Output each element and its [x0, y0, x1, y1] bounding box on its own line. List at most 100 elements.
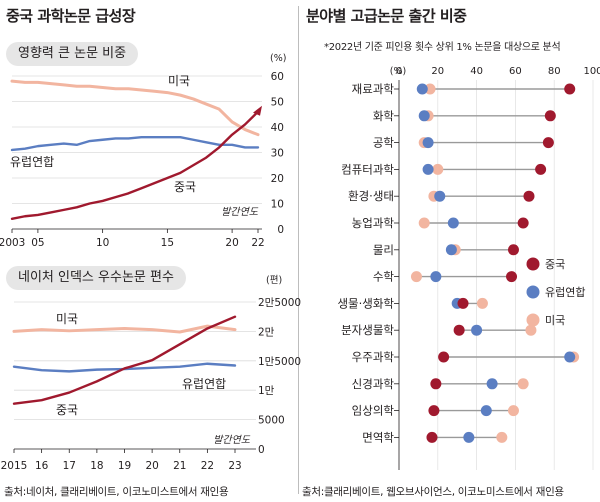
chart2-x-tick-label: 18	[90, 460, 103, 472]
chart3-x-tick-label: 0	[396, 66, 402, 77]
chart1-unit-label: (%)	[270, 53, 286, 64]
chart3-x-tick-label: 20	[431, 66, 444, 77]
chart3-category-label: 신경과학	[352, 377, 395, 391]
chart3-category-label: 공학	[373, 136, 395, 150]
chart2-y-tick-label: 2만	[258, 326, 275, 338]
chart3-legend-label: 미국	[545, 314, 565, 327]
chart3-dot-유럽연합	[480, 405, 492, 417]
chart3-dot-유럽연합	[430, 271, 442, 283]
chart2-series-label-china: 중국	[56, 403, 78, 417]
chart3-dot-유럽연합	[471, 324, 483, 336]
chart1-x-tick-label: 10	[96, 237, 109, 249]
chart2-y-tick-label: 1만	[258, 385, 275, 397]
right-source: 출처:클래리베이트, 웹오브사이언스, 이코노미스트에서 재인용	[302, 486, 564, 498]
chart2-y-tick-label: 5000	[258, 415, 285, 427]
chart2-x-tick-label: 22	[201, 460, 214, 472]
chart3-dot-미국	[418, 217, 430, 229]
chart1-y-tick-label: 0	[277, 224, 284, 236]
chart3-dot-중국	[523, 190, 535, 202]
chart3-category-label: 컴퓨터과학	[341, 162, 394, 176]
left-source: 출처:네이처, 클래리베이트, 이코노미스트에서 재인용	[4, 486, 229, 498]
chart2-series-label-eu: 유럽연합	[182, 377, 226, 391]
chart3-legend-label: 중국	[545, 258, 565, 271]
chart2-series-line-미국	[12, 324, 237, 334]
chart3-dot-미국	[476, 297, 488, 309]
chart3-category-label: 수학	[373, 270, 395, 284]
chart3-dot-중국	[542, 137, 554, 149]
chart3-dot-유럽연합	[463, 431, 475, 443]
chart2-x-tick-label: 20	[145, 460, 158, 472]
chart3-legend-marker	[526, 257, 540, 271]
chart1-series-label-china: 중국	[174, 180, 196, 194]
chart3-category-label: 농업과학	[352, 216, 395, 230]
chart3-dot-유럽연합	[422, 163, 434, 175]
chart3-dot-유럽연합	[416, 83, 428, 95]
chart3-dot-유럽연합	[486, 378, 498, 390]
chart1-y-tick-label: 30	[271, 148, 284, 160]
chart3-dot-중국	[564, 83, 576, 95]
right-note: *2022년 기준 피인용 횟수 상위 1% 논문을 대상으로 분석	[324, 42, 561, 53]
chart2-y-tick-label: 2만5000	[258, 297, 301, 309]
chart3-dot-중국	[507, 244, 519, 256]
chart1-series-line-중국	[10, 110, 260, 221]
chart3-category-label: 면역학	[362, 430, 394, 444]
chart3-dot-미국	[410, 271, 422, 283]
chart3-category-label: 화학	[373, 109, 395, 123]
chart3-x-tick-label: 80	[548, 66, 561, 77]
chart1-x-tick-label: 2003	[0, 237, 25, 249]
chart2-x-tick-label: 2015	[1, 460, 28, 472]
chart2-nature-index-line-chart: 0 5000 1만 1만5000 2만 2만5000 (편) 2015 16 17 18 19 20 21…	[1, 274, 301, 472]
chart1-x-tick-label: 15	[161, 237, 174, 249]
chart1-x-tick-label: 05	[31, 237, 44, 249]
chart3-x-tick-label: 100	[583, 66, 600, 77]
chart2-series-line-중국	[12, 315, 237, 405]
chart3-dot-중국	[544, 110, 556, 122]
chart3-dot-미국	[507, 405, 519, 417]
chart3-dot-중국	[426, 431, 438, 443]
chart3-x-tick-label: 60	[509, 66, 522, 77]
panel-divider	[298, 6, 299, 494]
chart1-x-axis-title: 발간연도	[221, 206, 259, 218]
chart1-y-tick-label: 60	[271, 71, 284, 83]
chart3-dot-미국	[424, 83, 436, 95]
right-panel-title: 분야별 고급논문 출간 비중	[306, 7, 467, 25]
chart1-title: 영향력 큰 논문 비중	[6, 42, 139, 66]
chart3-category-label: 임상의학	[352, 404, 395, 418]
chart1-series-label-eu: 유럽연합	[10, 155, 54, 169]
chart2-y-tick-label: 0	[258, 444, 265, 456]
chart3-dot-중국	[457, 297, 469, 309]
chart2-y-tick-label: 1만5000	[258, 356, 301, 368]
chart3-category-label: 우주과학	[352, 350, 395, 364]
chart3-dot-중국	[506, 271, 518, 283]
chart3-dot-중국	[430, 378, 442, 390]
chart1-impact-share-line-chart: 0 10 20 30 40 50 60 (%) 2003 05 10 15 20 22 발간연도 미국유럽연합…	[0, 53, 286, 249]
chart3-category-label: 생물·생화학	[337, 296, 394, 310]
chart3-dot-유럽연합	[447, 217, 459, 229]
chart3-dot-유럽연합	[422, 137, 434, 149]
chart3-dot-중국	[453, 324, 465, 336]
chart2-x-tick-label: 19	[118, 460, 131, 472]
chart3-x-tick-label: 40	[470, 66, 483, 77]
chart1-x-tick-label: 22	[251, 237, 264, 249]
chart3-dot-미국	[517, 378, 529, 390]
chart3-category-label: 물리	[373, 243, 394, 257]
chart1-china-arrowhead	[253, 105, 262, 116]
chart3-unit-label: (%)	[390, 66, 406, 77]
chart1-series-line-유럽연합	[10, 135, 260, 152]
chart3-dot-중국	[428, 405, 440, 417]
chart2-x-tick-label: 21	[173, 460, 186, 472]
chart3-category-label: 환경·생태	[348, 189, 394, 203]
chart3-dot-유럽연합	[445, 244, 457, 256]
chart3-dot-중국	[438, 351, 450, 363]
chart1-y-tick-label: 40	[271, 122, 284, 134]
chart3-dot-미국	[525, 324, 537, 336]
chart2-x-tick-label: 16	[35, 460, 49, 472]
chart3-dot-미국	[496, 431, 508, 443]
chart3-dot-미국	[432, 163, 444, 175]
chart3-legend-marker	[526, 285, 540, 299]
chart3-category-label: 재료과학	[352, 82, 395, 96]
chart3-dot-중국	[517, 217, 529, 229]
chart3-dot-유럽연합	[418, 110, 430, 122]
chart3-dot-유럽연합	[564, 351, 576, 363]
